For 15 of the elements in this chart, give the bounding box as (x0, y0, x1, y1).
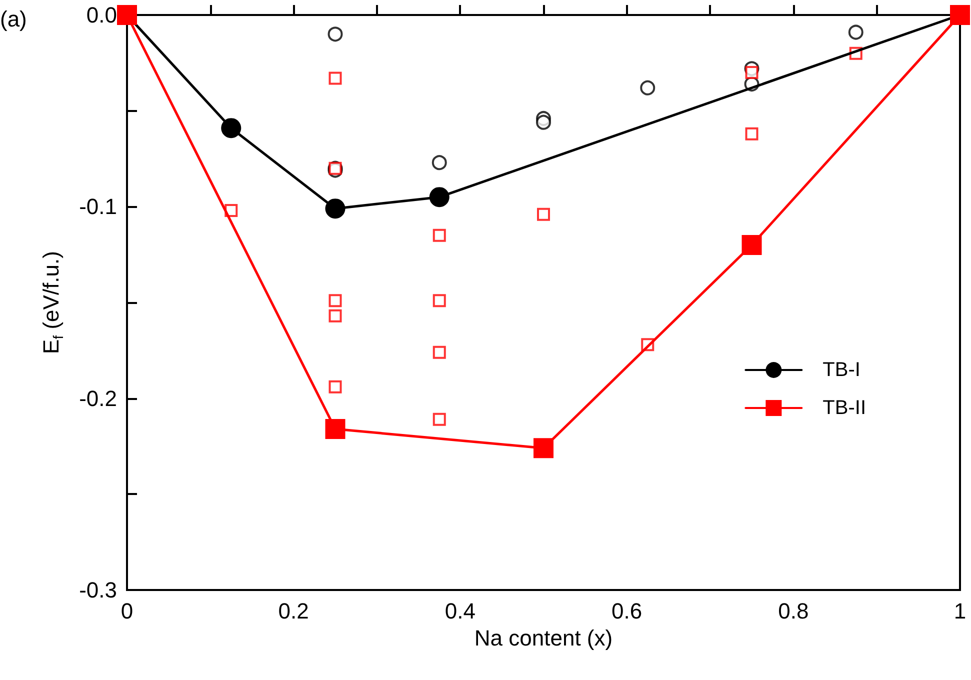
x-tick-label: 1 (954, 598, 966, 624)
legend-label: TB-I (822, 359, 860, 381)
x-axis-title: Na content (x) (474, 625, 613, 650)
y-tick-label: 0.0 (86, 2, 117, 28)
x-tick-label: 0.4 (444, 598, 476, 624)
y-tick-label: -0.1 (79, 194, 117, 220)
x-tick-label: 0 (120, 598, 134, 624)
legend-label: TB-II (822, 397, 866, 419)
y-tick-label: -0.2 (79, 386, 117, 411)
y-axis-title: Ef (eV/f.u.) (38, 251, 66, 354)
y-tick-label: -0.3 (79, 578, 117, 602)
x-tick-label: 0.6 (612, 598, 642, 624)
x-tick-label: 0.2 (278, 598, 309, 624)
text: (a) (0, 6, 27, 32)
x-tick-label: 0.8 (778, 598, 809, 624)
